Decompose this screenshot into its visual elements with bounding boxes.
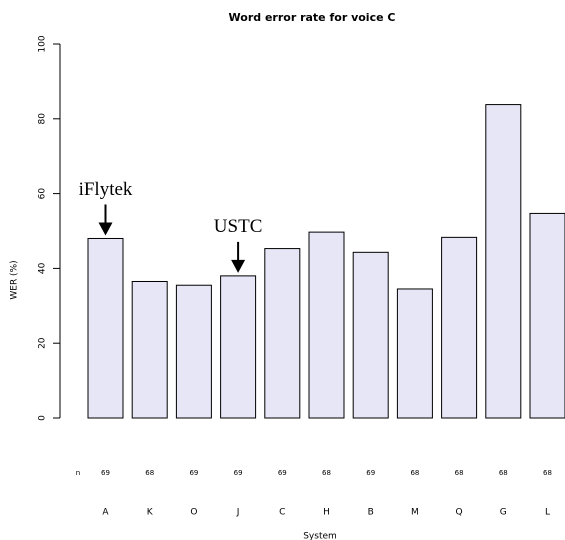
n-value: 69 (234, 469, 243, 477)
bar (485, 104, 522, 419)
n-value: 69 (366, 469, 375, 477)
x-tick-label: A (102, 508, 109, 518)
bar (441, 236, 478, 419)
x-tick-label: L (545, 508, 550, 518)
x-tick-label: O (190, 508, 197, 518)
n-value: 69 (189, 469, 198, 477)
x-tick-label: Q (456, 508, 463, 518)
n-value: 68 (322, 469, 331, 477)
y-tick-label: 0 (38, 415, 48, 421)
y-tick-label: 40 (38, 262, 48, 274)
x-tick-label: H (323, 508, 330, 518)
annotation: USTC (214, 216, 263, 237)
chart-title: Word error rate for voice C (229, 11, 396, 24)
y-tick-label: 20 (38, 337, 48, 349)
n-value: 69 (278, 469, 287, 477)
n-value: 69 (101, 469, 110, 477)
x-tick-label: B (368, 508, 374, 518)
bar (529, 212, 565, 419)
annotation-arrowhead (98, 222, 113, 236)
x-axis-label: System (303, 532, 337, 540)
bar (175, 284, 212, 419)
x-tick-label: G (500, 508, 507, 518)
bar (220, 275, 257, 419)
bar (87, 237, 124, 419)
n-value: 68 (499, 469, 508, 477)
y-tick-label: 80 (38, 113, 48, 125)
bar (264, 248, 301, 419)
bar (131, 280, 168, 419)
n-value: 68 (410, 469, 419, 477)
y-tick-label: 60 (38, 188, 48, 200)
y-tick-label: 100 (38, 35, 48, 52)
x-tick-label: J (236, 508, 240, 518)
x-tick-label: K (147, 508, 154, 518)
bar (308, 231, 345, 419)
bar (396, 288, 433, 419)
y-axis-label: WER (%) (10, 260, 20, 299)
bar (352, 251, 389, 419)
annotation-arrowhead (231, 259, 246, 273)
annotation: iFlytek (79, 179, 133, 200)
x-tick-label: C (279, 508, 285, 518)
n-value: 68 (543, 469, 552, 477)
n-value: 68 (145, 469, 154, 477)
n-value: 68 (455, 469, 464, 477)
x-tick-label: M (411, 508, 419, 518)
n-label: n (76, 469, 80, 477)
